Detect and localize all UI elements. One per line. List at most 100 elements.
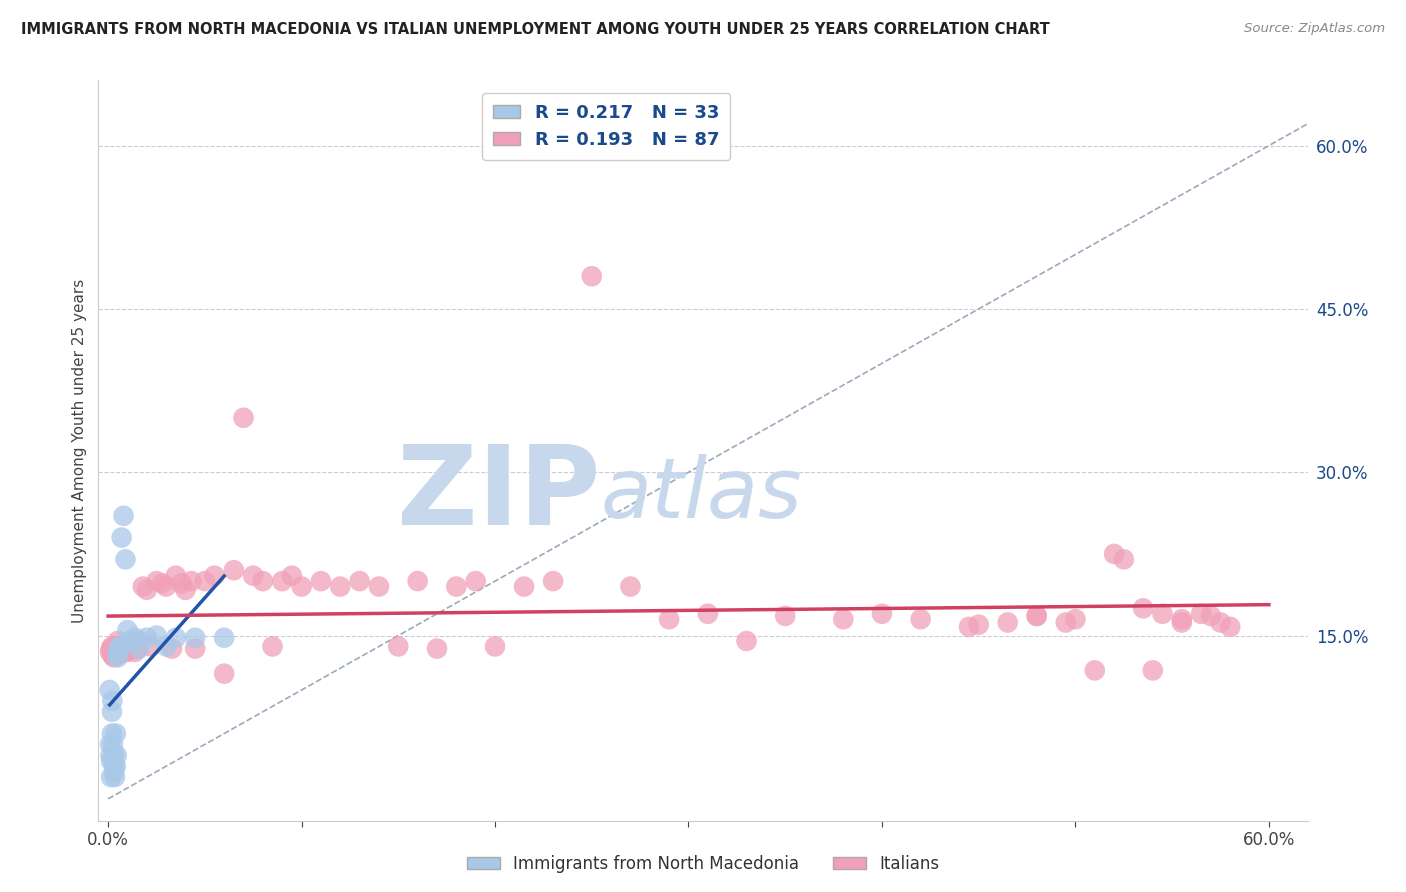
- Point: [104, 770, 127, 784]
- Point: [349, 574, 371, 588]
- Point: [997, 615, 1019, 630]
- Point: [406, 574, 429, 588]
- Point: [174, 582, 197, 597]
- Point: [165, 631, 187, 645]
- Point: [957, 620, 980, 634]
- Point: [101, 705, 124, 719]
- Point: [484, 640, 506, 654]
- Point: [112, 640, 135, 654]
- Point: [1219, 620, 1241, 634]
- Text: Source: ZipAtlas.com: Source: ZipAtlas.com: [1244, 22, 1385, 36]
- Point: [135, 582, 157, 597]
- Point: [242, 568, 264, 582]
- Point: [1112, 552, 1135, 566]
- Point: [127, 641, 149, 656]
- Point: [967, 617, 990, 632]
- Point: [101, 726, 124, 740]
- Point: [120, 634, 142, 648]
- Point: [104, 640, 127, 654]
- Point: [104, 759, 127, 773]
- Point: [117, 623, 139, 637]
- Text: ZIP: ZIP: [396, 442, 600, 549]
- Y-axis label: Unemployment Among Youth under 25 years: Unemployment Among Youth under 25 years: [72, 278, 87, 623]
- Point: [128, 634, 150, 648]
- Point: [1189, 607, 1212, 621]
- Point: [120, 637, 142, 651]
- Point: [114, 552, 136, 566]
- Point: [870, 607, 893, 621]
- Point: [107, 650, 129, 665]
- Point: [309, 574, 332, 588]
- Point: [1084, 664, 1107, 678]
- Point: [103, 641, 125, 656]
- Point: [124, 645, 146, 659]
- Point: [101, 648, 124, 662]
- Point: [98, 738, 121, 752]
- Point: [165, 568, 187, 582]
- Point: [1025, 609, 1047, 624]
- Point: [139, 640, 162, 654]
- Point: [619, 580, 641, 594]
- Point: [271, 574, 294, 588]
- Point: [773, 609, 796, 624]
- Point: [1152, 607, 1174, 621]
- Point: [124, 631, 146, 645]
- Point: [100, 770, 122, 784]
- Point: [212, 666, 235, 681]
- Point: [117, 640, 139, 654]
- Point: [108, 645, 131, 659]
- Point: [150, 576, 173, 591]
- Point: [1142, 664, 1164, 678]
- Point: [101, 645, 124, 659]
- Point: [252, 574, 274, 588]
- Point: [426, 641, 449, 656]
- Point: [103, 748, 125, 763]
- Point: [111, 531, 134, 545]
- Point: [101, 738, 124, 752]
- Point: [368, 580, 391, 594]
- Point: [387, 640, 409, 654]
- Point: [145, 628, 167, 642]
- Point: [658, 612, 681, 626]
- Point: [101, 640, 124, 654]
- Point: [212, 631, 235, 645]
- Point: [170, 576, 193, 591]
- Point: [122, 640, 145, 654]
- Point: [135, 631, 157, 645]
- Point: [98, 645, 121, 659]
- Point: [696, 607, 718, 621]
- Text: atlas: atlas: [600, 454, 801, 535]
- Point: [581, 269, 603, 284]
- Point: [180, 574, 202, 588]
- Point: [541, 574, 564, 588]
- Point: [222, 563, 245, 577]
- Point: [910, 612, 932, 626]
- Point: [107, 634, 129, 648]
- Point: [103, 759, 125, 773]
- Point: [290, 580, 312, 594]
- Legend: Immigrants from North Macedonia, Italians: Immigrants from North Macedonia, Italian…: [460, 848, 946, 880]
- Point: [103, 764, 125, 779]
- Point: [232, 410, 254, 425]
- Point: [108, 641, 131, 656]
- Point: [104, 645, 127, 659]
- Point: [735, 634, 758, 648]
- Point: [832, 612, 855, 626]
- Point: [204, 568, 226, 582]
- Point: [104, 644, 127, 658]
- Point: [107, 648, 129, 662]
- Point: [262, 640, 284, 654]
- Point: [108, 640, 131, 654]
- Point: [1209, 615, 1232, 630]
- Point: [111, 641, 134, 656]
- Point: [155, 640, 177, 654]
- Point: [464, 574, 486, 588]
- Point: [132, 580, 155, 594]
- Point: [98, 683, 121, 698]
- Point: [100, 748, 122, 763]
- Point: [155, 580, 177, 594]
- Point: [1132, 601, 1154, 615]
- Point: [1171, 612, 1194, 626]
- Point: [184, 641, 207, 656]
- Point: [107, 645, 129, 659]
